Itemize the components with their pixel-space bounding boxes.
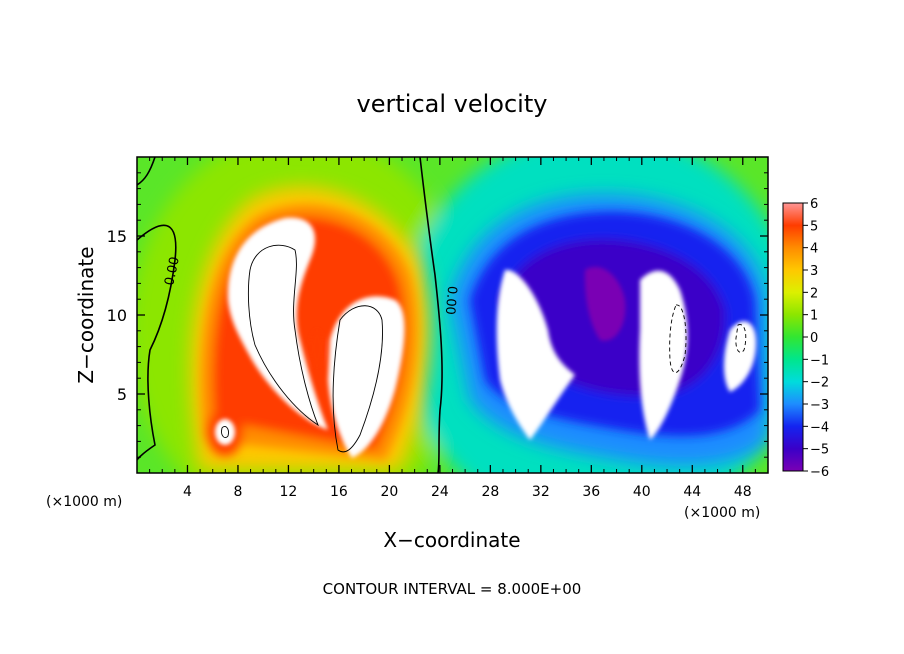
x-tick-label: 44: [683, 484, 701, 500]
velocity-field: [137, 157, 768, 473]
colorbar-tick-label: −3: [810, 398, 829, 413]
y-tick-label: 5: [117, 385, 127, 404]
colorbar-tick-label: 3: [810, 264, 818, 279]
colorbar-tick-label: 6: [810, 197, 818, 212]
y-axis-ticks: 5 10 15: [107, 172, 768, 458]
x-tick-label: 28: [481, 484, 499, 500]
colorbar-tick-label: −4: [810, 420, 829, 435]
x-tick-label: 4: [183, 484, 192, 500]
y-tick-label: 15: [107, 227, 127, 246]
negative-contours: [669, 304, 747, 373]
x-tick-label: 32: [532, 484, 550, 500]
contour-interval-note: CONTOUR INTERVAL = 8.000E+00: [323, 580, 582, 598]
x-tick-label: 8: [233, 484, 242, 500]
colorbar-tick-label: −5: [810, 443, 829, 458]
contour-label-right: 0.00: [442, 285, 459, 315]
x-tick-label: 48: [734, 484, 752, 500]
contour-label-left: 0.00: [162, 256, 183, 287]
colorbar-tick-label: 2: [810, 286, 818, 301]
colorbar-tick-label: 5: [810, 219, 818, 234]
x-tick-label: 20: [380, 484, 398, 500]
x-axis-ticks: 4 8 12 16 20 24 28 32 36 40 44 48: [149, 157, 756, 500]
colorbar-strip: [783, 203, 803, 471]
x-tick-label: 40: [633, 484, 651, 500]
colorbar-tick-label: 1: [810, 309, 818, 324]
inner-contours: [221, 244, 383, 453]
zero-contours: [137, 157, 443, 473]
y-tick-label: 10: [107, 306, 127, 325]
colorbar-tick-label: 4: [810, 242, 818, 257]
x-tick-label: 36: [582, 484, 600, 500]
x-tick-label: 24: [431, 484, 449, 500]
colorbar-tick-label: 0: [810, 331, 818, 346]
y-axis-label: Z−coordinate: [74, 246, 98, 383]
x-tick-label: 12: [280, 484, 298, 500]
x-unit-right: (×1000 m): [684, 505, 760, 521]
x-axis-label: X−coordinate: [383, 528, 520, 552]
colorbar-tick-label: −1: [810, 353, 829, 368]
colorbar-tick-label: −6: [810, 465, 829, 480]
colorbar-ticks: 6 5 4 3 2 1 0 −1 −2 −3 −4 −5 −6: [803, 197, 829, 480]
x-unit-left: (×1000 m): [46, 494, 122, 510]
colorbar: 6 5 4 3 2 1 0 −1 −2 −3 −4 −5 −6: [782, 197, 829, 480]
colorbar-tick-label: −2: [810, 376, 829, 391]
x-tick-label: 16: [330, 484, 348, 500]
chart-title: vertical velocity: [357, 90, 548, 118]
